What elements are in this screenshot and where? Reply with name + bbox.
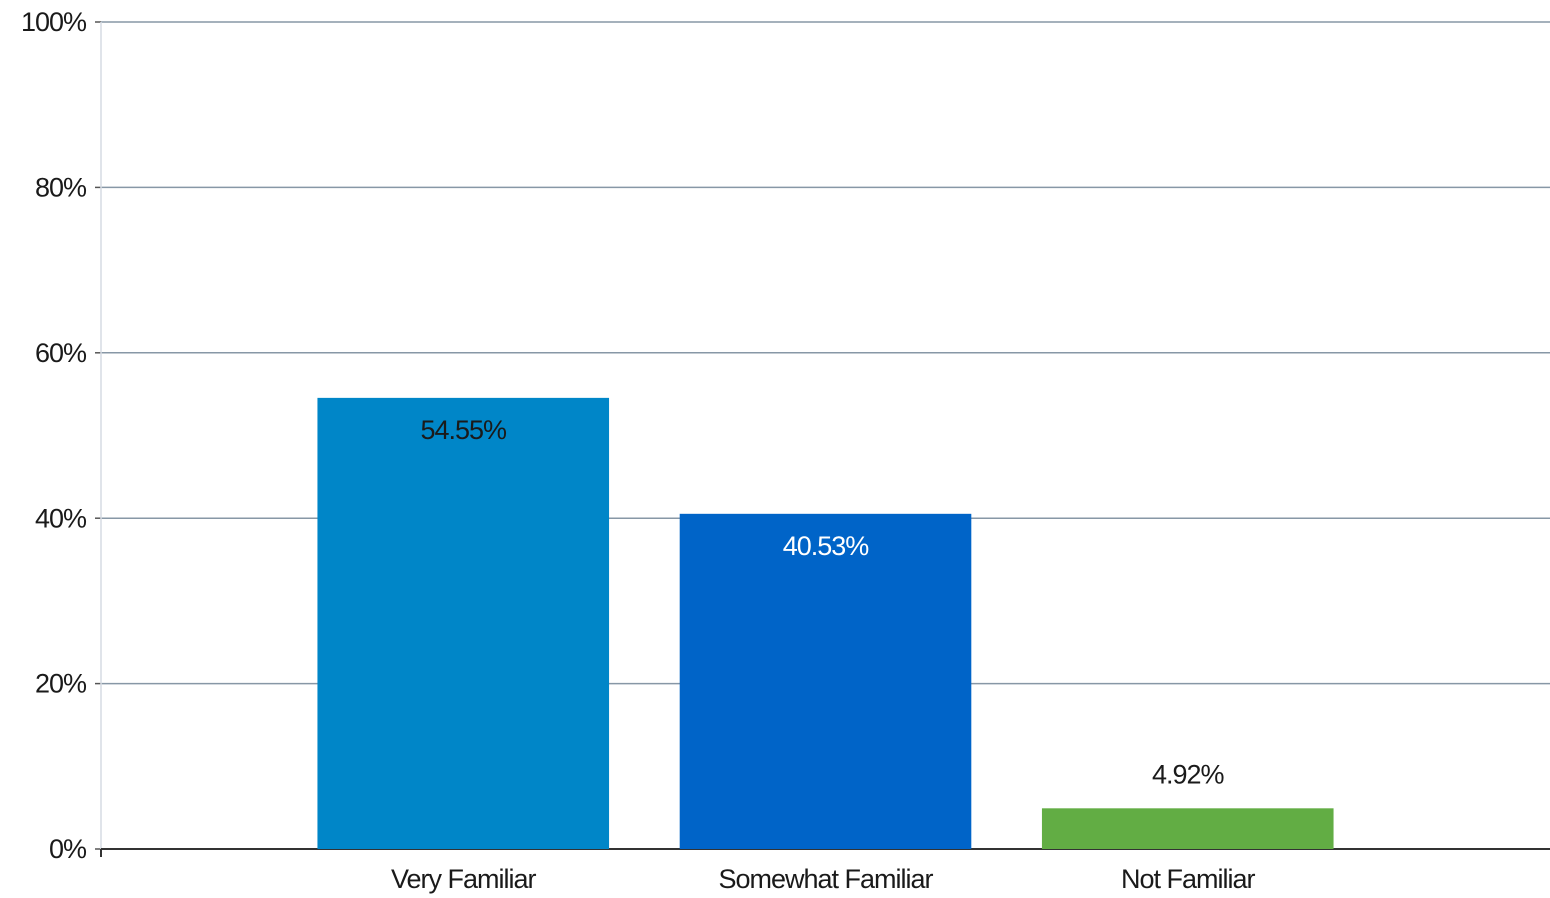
x-tick-label: Somewhat Familiar: [718, 864, 933, 894]
bar: [1041, 808, 1334, 849]
y-tick-label: 20%: [35, 669, 87, 699]
y-tick-label: 40%: [35, 503, 87, 533]
data-label: 4.92%: [1152, 759, 1225, 789]
x-tick-label: Very Familiar: [391, 864, 537, 894]
data-label: 40.53%: [783, 531, 870, 561]
data-label: 54.55%: [420, 415, 507, 445]
y-tick-label: 60%: [35, 338, 87, 368]
y-tick-label: 0%: [49, 834, 87, 864]
bar: [679, 513, 972, 849]
y-tick-label: 80%: [35, 173, 87, 203]
y-tick-label: 100%: [21, 7, 87, 37]
bar: [317, 397, 610, 849]
x-tick-label: Not Familiar: [1121, 864, 1256, 894]
